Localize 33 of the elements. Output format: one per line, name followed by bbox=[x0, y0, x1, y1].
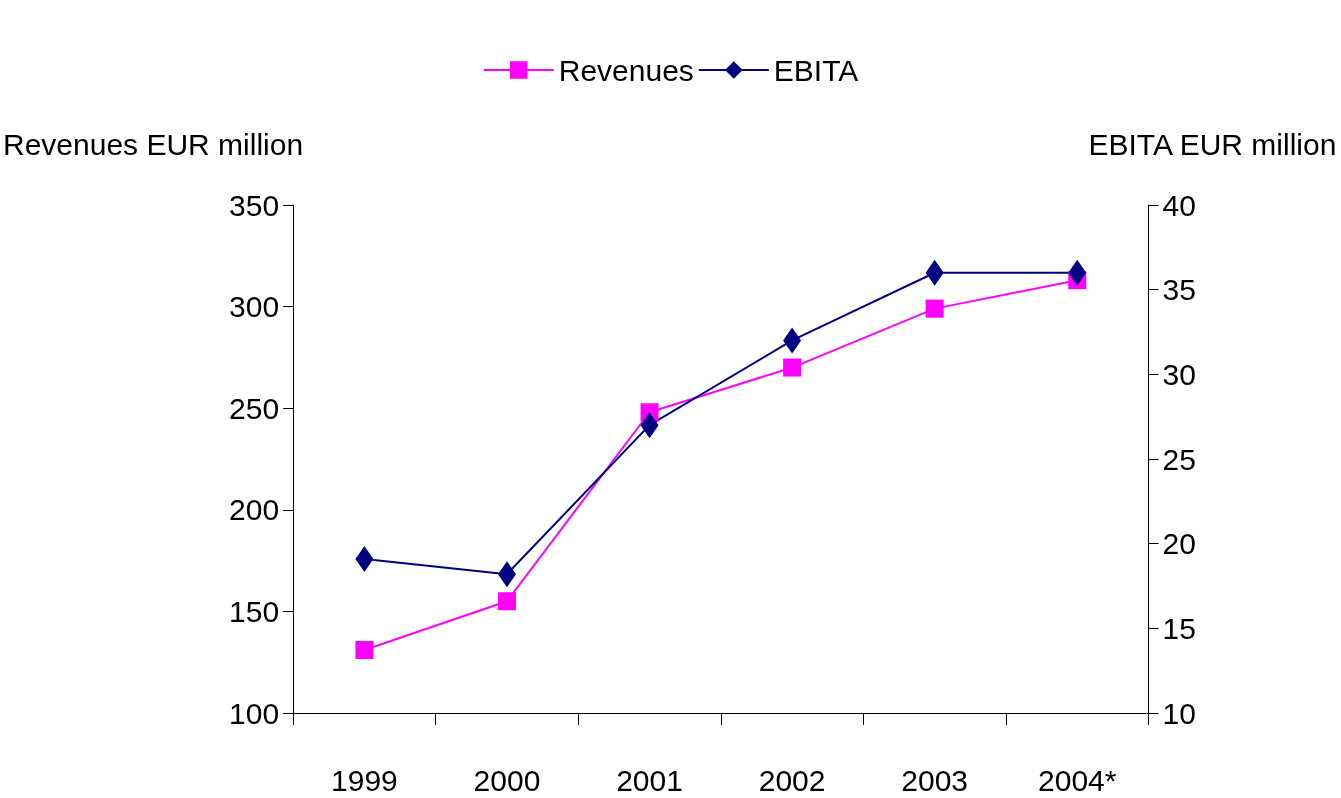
y-tick-label: 350 bbox=[229, 188, 280, 222]
y2-tick-label: 15 bbox=[1162, 611, 1196, 645]
point bbox=[355, 641, 374, 660]
point bbox=[925, 259, 944, 286]
y-axis-title: Revenues EUR million bbox=[2, 127, 304, 161]
y2-tick-label: 30 bbox=[1162, 357, 1196, 391]
point bbox=[355, 545, 374, 572]
y2-tick-label: 40 bbox=[1162, 188, 1196, 222]
y-tick-label: 300 bbox=[229, 290, 280, 324]
legend-label: EBITA bbox=[773, 53, 859, 87]
y2-axis-title: EBITA EUR million bbox=[1088, 127, 1337, 161]
point bbox=[783, 327, 802, 354]
y-tick-label: 250 bbox=[229, 391, 280, 425]
x-tick-label: 2000 bbox=[473, 763, 541, 797]
point bbox=[497, 561, 516, 588]
x-tick-label: 2002 bbox=[758, 763, 826, 797]
legend-label: Revenues bbox=[558, 53, 694, 87]
y-tick-label: 150 bbox=[229, 594, 280, 628]
point bbox=[925, 299, 944, 318]
point bbox=[783, 358, 802, 377]
y-tick-label: 100 bbox=[229, 696, 280, 730]
point bbox=[1068, 259, 1087, 286]
x-tick-label: 2003 bbox=[901, 763, 969, 797]
y2-tick-label: 10 bbox=[1162, 696, 1196, 730]
y2-tick-label: 35 bbox=[1162, 273, 1196, 307]
y2-tick-label: 20 bbox=[1162, 527, 1196, 561]
x-tick-label: 2004* bbox=[1038, 763, 1117, 797]
x-tick-label: 2001 bbox=[616, 763, 683, 797]
y-tick-label: 200 bbox=[229, 493, 280, 527]
point bbox=[640, 412, 659, 439]
y2-tick-label: 25 bbox=[1162, 442, 1196, 476]
point bbox=[497, 592, 516, 611]
x-tick-label: 1999 bbox=[331, 763, 398, 797]
